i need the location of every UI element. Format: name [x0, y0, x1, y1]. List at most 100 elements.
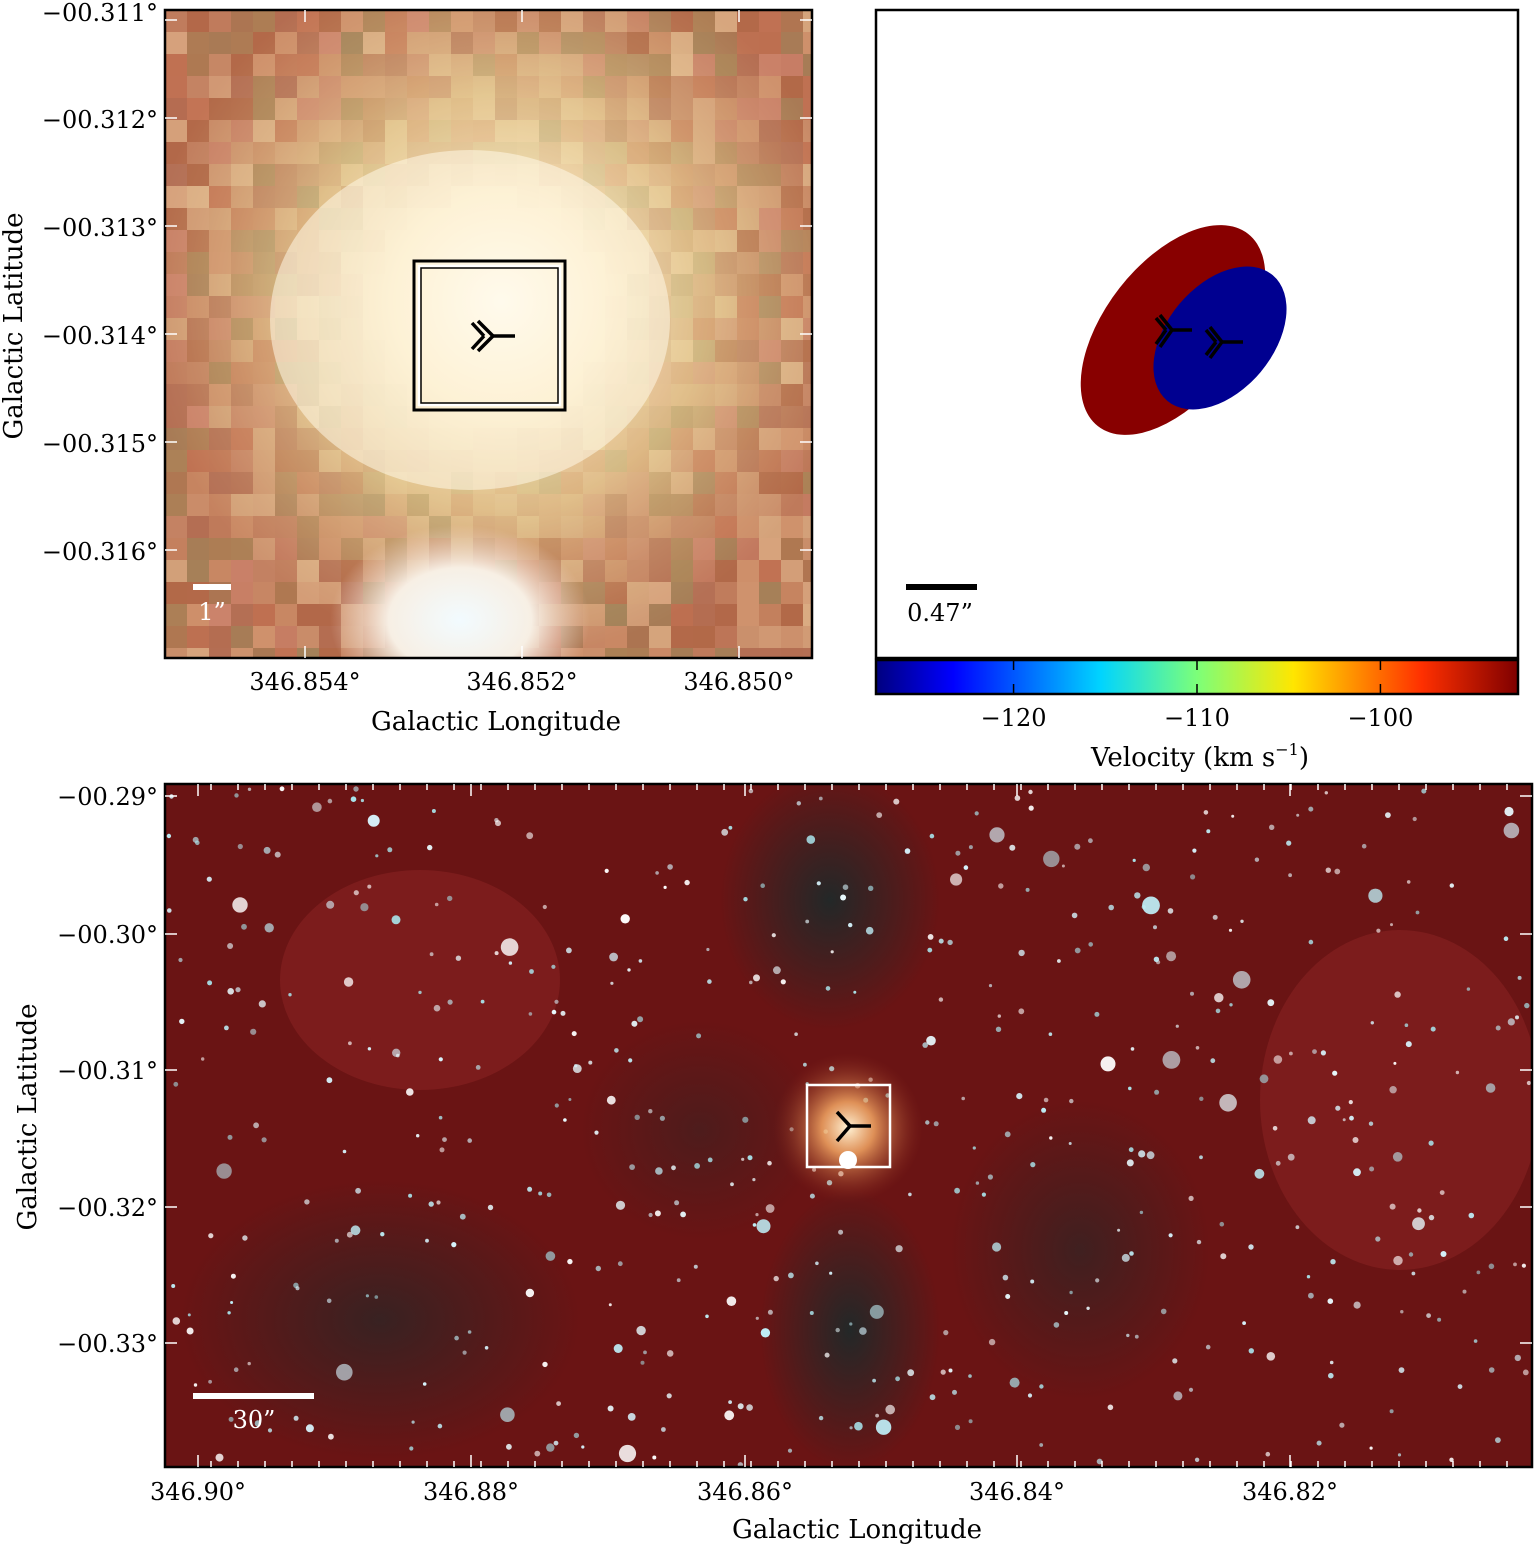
- image-pixel: [693, 252, 715, 274]
- image-pixel: [583, 516, 605, 538]
- star: [396, 1053, 400, 1058]
- star: [367, 1047, 372, 1051]
- star: [743, 897, 748, 902]
- star: [1306, 1275, 1311, 1279]
- image-pixel: [275, 120, 297, 142]
- image-pixel: [231, 604, 253, 626]
- image-pixel: [297, 604, 319, 626]
- image-pixel: [253, 428, 275, 450]
- image-pixel: [363, 76, 385, 98]
- star: [1064, 1311, 1069, 1315]
- star: [1307, 1116, 1316, 1125]
- star: [1412, 1217, 1425, 1231]
- image-pixel: [759, 362, 781, 384]
- image-pixel: [715, 604, 737, 626]
- image-pixel: [605, 560, 627, 582]
- star: [179, 1018, 185, 1025]
- star: [995, 1026, 1002, 1033]
- star: [227, 1134, 233, 1140]
- star: [588, 1060, 593, 1065]
- image-pixel: [341, 494, 363, 516]
- image-pixel: [319, 538, 341, 560]
- image-pixel: [759, 142, 781, 164]
- star: [365, 1294, 369, 1298]
- image-pixel: [253, 164, 275, 186]
- image-pixel: [165, 538, 187, 560]
- image-pixel: [737, 648, 759, 658]
- b-xtick-3: 346.86°: [697, 1478, 793, 1506]
- star: [615, 1200, 626, 1210]
- star: [627, 1413, 636, 1421]
- star: [927, 947, 933, 953]
- image-pixel: [495, 120, 517, 142]
- image-pixel: [187, 626, 209, 648]
- image-pixel: [693, 120, 715, 142]
- image-pixel: [803, 626, 812, 648]
- star: [1088, 942, 1093, 947]
- star: [803, 1062, 807, 1067]
- star: [747, 1155, 753, 1161]
- image-pixel: [275, 406, 297, 428]
- star: [997, 1014, 1001, 1018]
- image-pixel: [583, 560, 605, 582]
- image-pixel: [649, 472, 671, 494]
- star: [1126, 1159, 1134, 1167]
- star: [1330, 1259, 1336, 1265]
- image-pixel: [737, 340, 759, 362]
- image-pixel: [165, 318, 187, 340]
- star: [1219, 1221, 1225, 1227]
- star: [467, 1330, 472, 1334]
- image-pixel: [517, 494, 539, 516]
- tl-ytick-2: −00.312°: [42, 106, 158, 134]
- star: [1514, 1354, 1522, 1362]
- image-pixel: [649, 626, 671, 648]
- star: [1248, 1244, 1254, 1250]
- image-pixel: [649, 538, 671, 560]
- star: [228, 1416, 234, 1422]
- star: [1128, 1086, 1132, 1091]
- image-pixel: [495, 32, 517, 54]
- star: [554, 1103, 559, 1108]
- image-pixel: [649, 98, 671, 120]
- star: [968, 1419, 973, 1424]
- image-pixel: [495, 98, 517, 120]
- image-pixel: [671, 626, 693, 648]
- image-pixel: [429, 120, 451, 142]
- image-pixel: [429, 76, 451, 98]
- image-pixel: [803, 10, 812, 32]
- image-pixel: [715, 626, 737, 648]
- image-pixel: [715, 472, 737, 494]
- image-pixel: [627, 582, 649, 604]
- image-pixel: [759, 538, 781, 560]
- star: [652, 1455, 657, 1460]
- image-pixel: [693, 648, 715, 658]
- star: [437, 1423, 443, 1429]
- star: [1327, 1298, 1334, 1304]
- inset-box-outer: [412, 259, 567, 412]
- image-pixel: [363, 32, 385, 54]
- star: [1316, 1440, 1322, 1446]
- image-pixel: [781, 538, 803, 560]
- image-pixel: [231, 428, 253, 450]
- star: [267, 1428, 273, 1433]
- star: [634, 1114, 640, 1121]
- image-pixel: [715, 54, 737, 76]
- image-pixel: [451, 32, 473, 54]
- image-pixel: [803, 120, 812, 142]
- image-pixel: [253, 406, 275, 428]
- image-pixel: [737, 560, 759, 582]
- image-pixel: [231, 296, 253, 318]
- image-pixel: [341, 120, 363, 142]
- image-pixel: [253, 10, 275, 32]
- image-pixel: [319, 494, 341, 516]
- star: [447, 895, 453, 902]
- star: [947, 939, 953, 946]
- star: [1166, 951, 1177, 962]
- image-pixel: [781, 428, 803, 450]
- image-pixel: [781, 340, 803, 362]
- image-pixel: [627, 472, 649, 494]
- star: [1488, 1367, 1495, 1373]
- image-pixel: [561, 472, 583, 494]
- image-pixel: [759, 32, 781, 54]
- star: [1286, 840, 1292, 846]
